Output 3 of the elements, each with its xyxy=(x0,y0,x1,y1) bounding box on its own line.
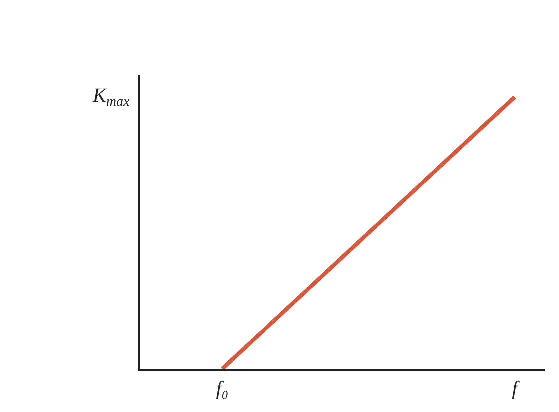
y-axis-title: K$_{max}$ xyxy=(92,85,130,110)
x-tick-label: f₀ xyxy=(216,378,229,400)
x-tick-label: f xyxy=(512,378,520,400)
